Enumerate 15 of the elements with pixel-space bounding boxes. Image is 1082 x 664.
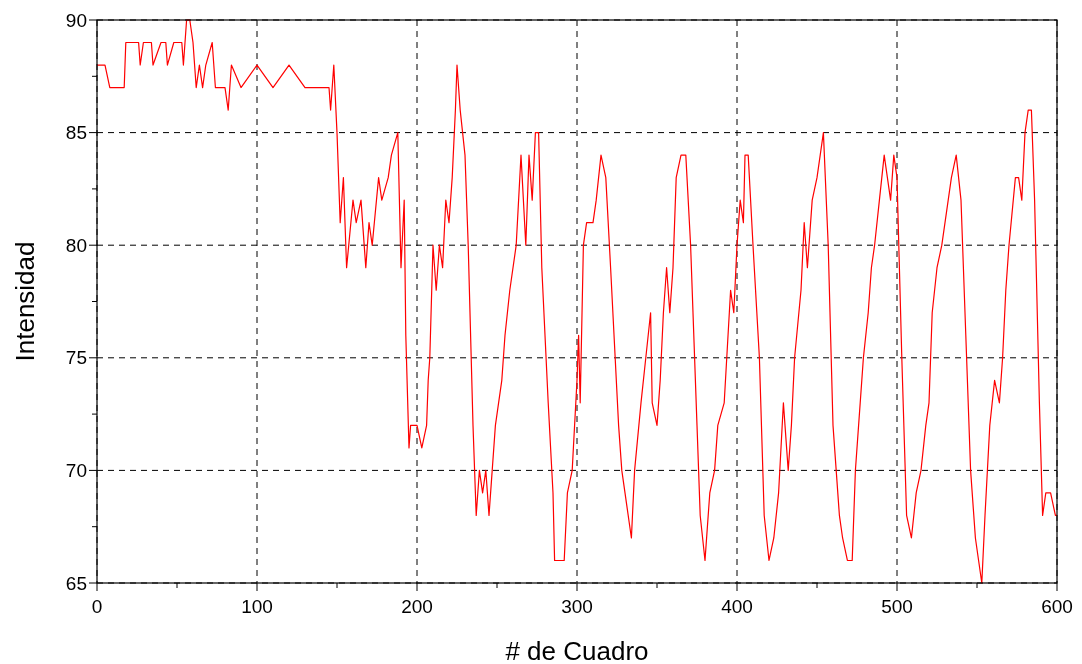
x-tick-label: 200 (401, 596, 433, 617)
y-tick-label: 75 (65, 347, 87, 369)
x-tick-label: 600 (1041, 596, 1073, 617)
y-tick-label: 80 (65, 234, 87, 256)
y-tick-label: 65 (65, 572, 87, 594)
x-axis-title: # de Cuadro (505, 636, 649, 664)
y-tick-label: 85 (65, 122, 87, 144)
x-tick-label: 100 (241, 596, 273, 617)
y-tick-label: 70 (65, 460, 87, 482)
x-tick-label: 500 (881, 596, 913, 617)
x-tick-label: 0 (91, 596, 103, 617)
x-tick-label: 400 (721, 596, 753, 617)
x-tick-label: 300 (561, 596, 593, 617)
y-tick-label: 90 (65, 9, 87, 31)
y-axis-title: Intensidad (10, 241, 40, 362)
